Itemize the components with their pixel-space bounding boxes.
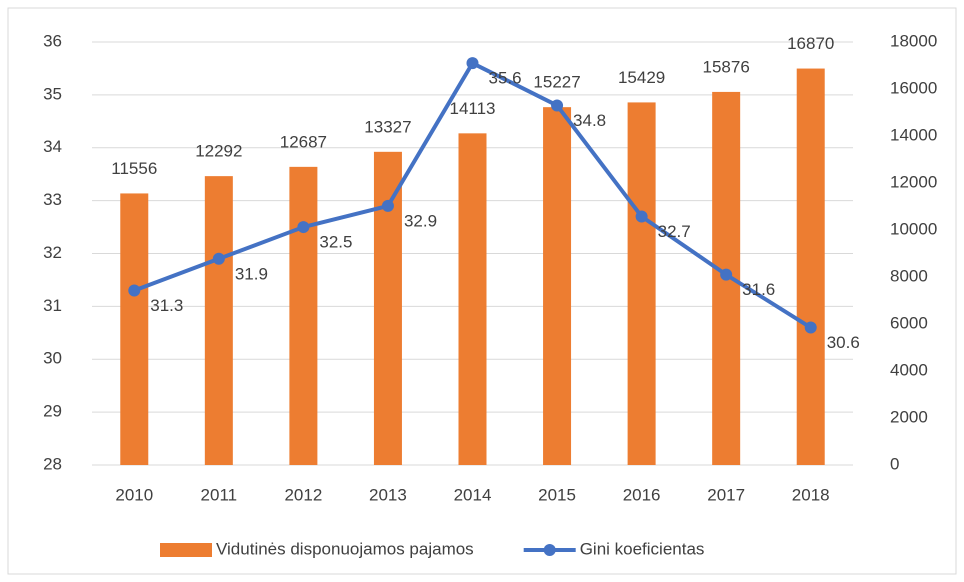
bar-value-label: 16870 <box>787 34 834 53</box>
legend-label: Vidutinės disponuojamos pajamos <box>216 539 474 558</box>
legend-label: Gini koeficientas <box>580 539 705 558</box>
y-tick-label: 31 <box>43 296 62 315</box>
bar <box>543 107 572 465</box>
y2-tick-label: 0 <box>890 454 899 473</box>
line-point <box>720 268 733 281</box>
x-tick-label: 2016 <box>623 485 661 504</box>
x-tick-label: 2012 <box>284 485 322 504</box>
x-tick-label: 2015 <box>538 485 576 504</box>
x-tick-label: 2018 <box>792 485 830 504</box>
bar-value-label: 12687 <box>280 132 327 151</box>
line-point <box>466 57 479 70</box>
line-point <box>212 252 225 265</box>
y2-tick-label: 16000 <box>890 78 937 97</box>
y2-tick-label: 10000 <box>890 219 937 238</box>
y-tick-label: 29 <box>43 402 62 421</box>
bar <box>120 193 149 465</box>
bar-value-label: 15429 <box>618 68 665 87</box>
legend-swatch-marker <box>543 544 556 556</box>
y2-tick-label: 2000 <box>890 407 928 426</box>
y2-tick-label: 18000 <box>890 31 937 50</box>
line-value-label: 32.9 <box>404 211 437 230</box>
bar <box>204 176 233 465</box>
bar <box>373 151 402 466</box>
y2-tick-label: 4000 <box>890 360 928 379</box>
y2-tick-label: 8000 <box>890 266 928 285</box>
x-tick-label: 2010 <box>115 485 153 504</box>
y-tick-label: 36 <box>43 31 62 50</box>
line-value-label: 35.6 <box>489 69 522 88</box>
line-value-label: 30.6 <box>827 333 860 352</box>
line-point <box>804 321 817 334</box>
bar-value-label: 14113 <box>449 99 495 118</box>
line-value-label: 31.3 <box>150 296 183 315</box>
bar-value-label: 12292 <box>195 142 242 161</box>
bar <box>796 68 825 466</box>
y-tick-label: 34 <box>43 137 62 156</box>
y2-tick-label: 6000 <box>890 313 928 332</box>
line-point <box>128 284 141 297</box>
line-value-label: 34.8 <box>573 111 606 130</box>
line-point <box>635 210 648 223</box>
bar-value-label: 11556 <box>111 159 157 178</box>
bar <box>458 133 487 466</box>
y2-tick-label: 14000 <box>890 125 937 144</box>
y-tick-label: 32 <box>43 243 62 262</box>
bar-value-label: 13327 <box>364 117 411 136</box>
bar-value-label: 15876 <box>703 57 750 76</box>
legend-swatch <box>160 543 212 557</box>
line-value-label: 31.9 <box>235 264 268 283</box>
y2-tick-label: 12000 <box>890 172 937 191</box>
bar-value-label: 15227 <box>533 73 580 92</box>
line-point <box>297 221 310 234</box>
y-tick-label: 35 <box>43 84 62 103</box>
line-point <box>551 99 564 112</box>
y-tick-label: 30 <box>43 349 62 368</box>
y-tick-label: 33 <box>43 190 62 209</box>
bar <box>627 102 656 465</box>
line-value-label: 31.6 <box>742 280 775 299</box>
y-tick-label: 28 <box>43 454 62 473</box>
x-tick-label: 2017 <box>707 485 745 504</box>
x-tick-label: 2011 <box>201 485 238 504</box>
line-value-label: 32.5 <box>319 233 352 252</box>
line-value-label: 32.7 <box>658 222 691 241</box>
x-tick-label: 2013 <box>369 485 407 504</box>
line-point <box>381 199 394 212</box>
bar <box>289 166 318 465</box>
x-tick-label: 2014 <box>454 485 492 504</box>
